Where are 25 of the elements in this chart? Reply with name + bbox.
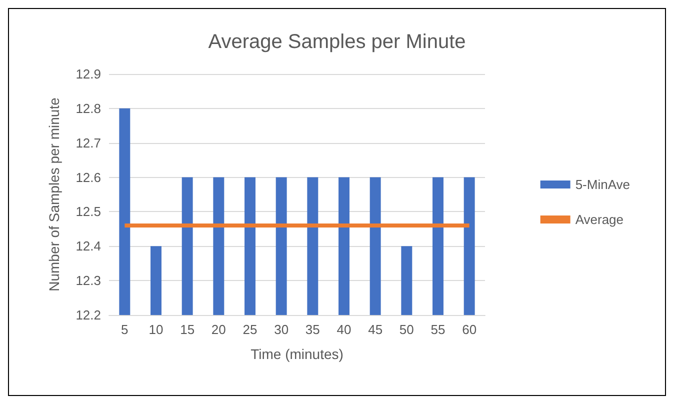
x-tick-label: 45 — [368, 322, 383, 337]
x-tick-label: 5 — [121, 322, 128, 337]
y-tick-label: 12.5 — [76, 204, 101, 220]
y-tick-label: 12.4 — [76, 238, 101, 254]
x-tick-label: 50 — [399, 322, 414, 337]
x-tick-label: 25 — [242, 322, 258, 337]
x-tick-label: 10 — [148, 322, 164, 337]
y-tick-label: 12.6 — [76, 170, 101, 185]
y-tick-label: 12.2 — [76, 308, 101, 322]
legend-label: 5-MinAve — [575, 177, 630, 192]
x-tick-label: 40 — [336, 322, 352, 337]
y-axis-title: Number of Samples per minute — [46, 97, 62, 292]
y-tick-label: 12.7 — [76, 135, 101, 150]
y-tick-label: 12.3 — [76, 273, 101, 288]
x-tick-label: 35 — [305, 322, 320, 337]
x-axis-title: Time (minutes) — [250, 346, 344, 362]
x-tick-label: 30 — [274, 322, 289, 337]
chart-title: Average Samples per Minute — [208, 31, 466, 53]
x-tick-label: 20 — [211, 322, 226, 337]
y-tick-label: 12.9 — [76, 66, 101, 82]
x-tick-label: 55 — [430, 322, 446, 337]
legend-label: Average — [575, 212, 624, 227]
y-tick-label: 12.8 — [76, 100, 101, 116]
x-tick-label: 15 — [180, 322, 195, 337]
x-tick-label: 60 — [462, 322, 477, 337]
